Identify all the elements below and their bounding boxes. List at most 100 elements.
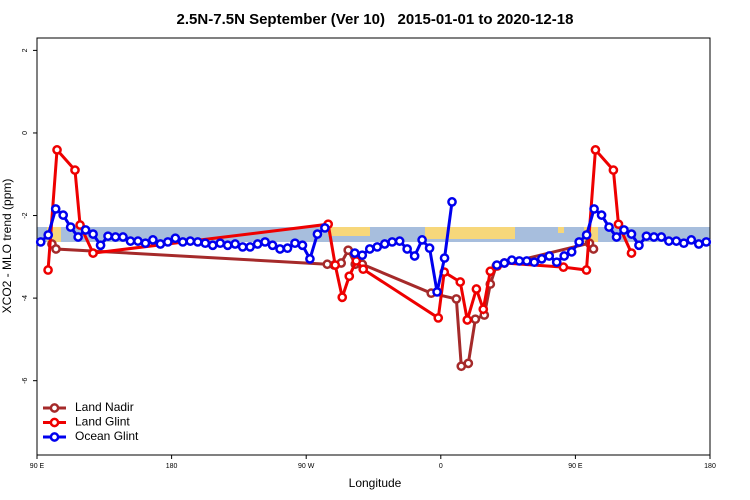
point [686,235,697,245]
point [424,243,435,254]
point [619,225,629,235]
point [51,244,61,254]
legend-label: Land Glint [75,415,130,429]
point [148,235,158,245]
point [590,145,601,155]
legend-marker [49,432,60,442]
point [701,237,712,247]
point [215,238,226,249]
point [656,232,667,242]
x-tick-label: 180 [166,463,178,470]
point [559,251,570,261]
point [95,240,106,251]
point [566,247,577,257]
point [58,210,69,220]
point [379,239,390,249]
point [402,244,412,254]
point [455,277,466,287]
point [499,258,510,268]
x-tick-label: 180 [704,463,716,470]
point [544,251,555,261]
y-tick-label: -4 [22,295,29,301]
point [35,237,46,247]
point [478,304,489,315]
point [110,232,121,242]
point [65,222,76,232]
point [252,239,263,249]
point [52,145,62,155]
point [170,233,181,244]
point [185,236,196,246]
point [267,240,278,251]
point [207,240,218,251]
point [372,242,383,252]
point [75,220,85,230]
point [678,238,689,249]
point [330,260,341,270]
point [581,230,592,240]
point [470,314,481,325]
point [305,254,315,264]
point [357,250,368,261]
point [693,239,704,249]
point [200,238,211,249]
point [125,236,136,246]
y-tick-label: 0 [22,131,29,135]
legend-label: Land Nadir [75,400,134,414]
point [664,236,674,246]
point [613,219,624,230]
legend-marker [49,403,60,413]
point [574,237,584,247]
point [192,237,203,247]
y-axis-label: XCO2 - MLO trend (ppm) [0,179,14,314]
point [536,254,547,264]
point [230,239,241,249]
point [118,232,128,242]
point [462,315,473,325]
y-tick-label: 2 [22,48,29,52]
series [35,197,712,297]
point [649,232,659,242]
point [451,294,462,304]
point [409,251,420,261]
point [634,240,644,251]
point [88,229,98,239]
point [417,235,427,245]
point [641,231,652,242]
point [88,248,98,258]
point [588,244,599,254]
point [432,287,442,297]
point [506,255,517,265]
point [521,256,532,266]
point [297,240,308,251]
point [471,284,482,294]
point [320,223,330,233]
point [433,313,444,323]
plot-frame [36,37,711,456]
y-tick-label: -6 [22,377,29,383]
point [358,264,369,275]
point [275,244,285,254]
point [290,238,300,249]
point [70,165,80,175]
chart-title: 2.5N-7.5N September (Ver 10) 2015-01-01 … [177,11,574,28]
point [103,231,113,242]
point [387,237,398,247]
point [133,236,143,246]
point [492,260,502,270]
point [671,236,682,246]
point [447,197,457,207]
point [514,256,525,266]
point [596,210,607,220]
x-axis-label: Longitude [349,476,402,490]
point [312,229,323,239]
point [177,237,188,247]
point [463,358,474,369]
point [155,239,166,249]
point [626,229,637,239]
point [626,248,637,258]
land-band [558,227,564,233]
point [439,253,450,263]
